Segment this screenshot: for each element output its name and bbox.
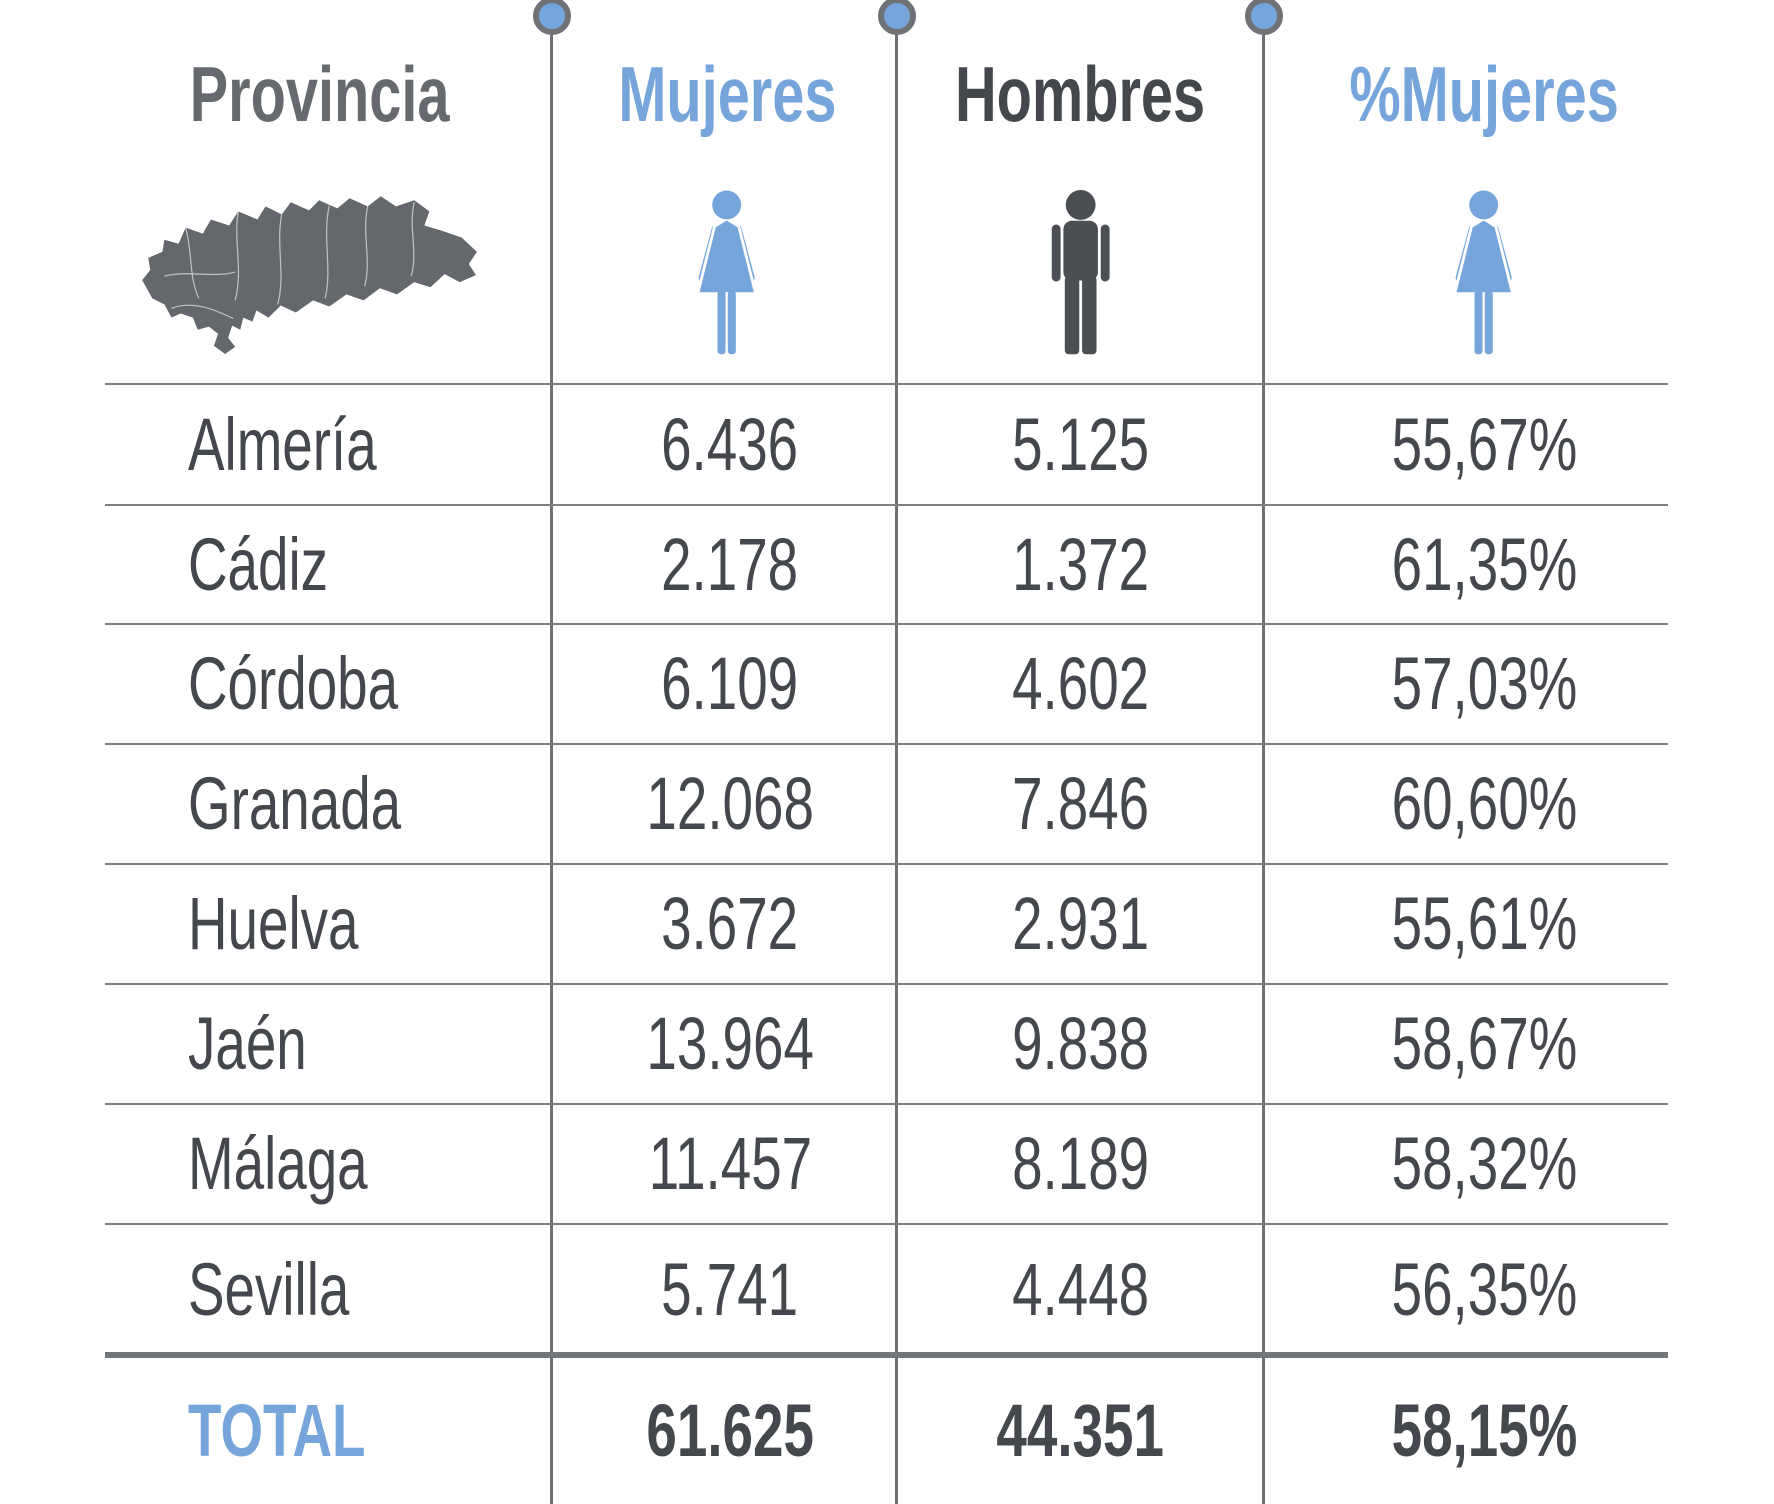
pct-mujeres-value: 55,61% bbox=[1391, 882, 1577, 965]
pct-mujeres-value: 58,32% bbox=[1391, 1122, 1577, 1205]
pct-mujeres-value: 57,03% bbox=[1391, 642, 1577, 725]
pct-mujeres-value: 55,67% bbox=[1391, 403, 1577, 486]
row-separator bbox=[105, 863, 1668, 865]
pct-mujeres-value: 61,35% bbox=[1391, 523, 1577, 606]
province-name: Jaén bbox=[188, 1002, 307, 1085]
row-separator bbox=[105, 1103, 1668, 1105]
woman-icon bbox=[552, 190, 902, 360]
mujeres-value: 13.964 bbox=[646, 1002, 814, 1085]
pct-mujeres-value: 56,35% bbox=[1391, 1248, 1577, 1331]
hombres-value: 7.846 bbox=[1011, 762, 1150, 845]
column-header-pct-mujeres: %Mujeres bbox=[1349, 50, 1619, 138]
total-label: TOTAL bbox=[188, 1389, 366, 1472]
province-name: Granada bbox=[188, 762, 402, 845]
mujeres-value: 3.672 bbox=[661, 882, 799, 965]
woman-icon bbox=[1264, 190, 1704, 360]
pct-mujeres-value: 58,67% bbox=[1391, 1002, 1577, 1085]
row-separator bbox=[105, 983, 1668, 985]
divider-pin-icon bbox=[878, 0, 916, 35]
column-divider bbox=[550, 16, 553, 1504]
mujeres-value: 6.436 bbox=[661, 403, 799, 486]
hombres-value: 9.838 bbox=[1011, 1002, 1150, 1085]
province-name: Sevilla bbox=[188, 1248, 350, 1331]
andalusia-map bbox=[128, 174, 484, 358]
mujeres-value: 2.178 bbox=[661, 523, 799, 606]
column-header-hombres: Hombres bbox=[955, 50, 1206, 138]
pct-mujeres-value: 60,60% bbox=[1391, 762, 1577, 845]
total-mujeres-value: 61.625 bbox=[646, 1389, 814, 1472]
total-hombres-value: 44.351 bbox=[996, 1389, 1165, 1472]
hombres-value: 5.125 bbox=[1011, 403, 1150, 486]
row-separator bbox=[105, 743, 1668, 745]
row-separator bbox=[105, 623, 1668, 625]
province-name: Málaga bbox=[188, 1122, 368, 1205]
hombres-value: 4.448 bbox=[1011, 1248, 1150, 1331]
divider-pin-icon bbox=[533, 0, 571, 35]
man-icon bbox=[897, 190, 1264, 360]
province-name: Córdoba bbox=[188, 642, 399, 725]
hombres-value: 2.931 bbox=[1011, 882, 1150, 965]
total-pct-mujeres-value: 58,15% bbox=[1391, 1389, 1577, 1472]
hombres-value: 4.602 bbox=[1011, 642, 1150, 725]
column-divider bbox=[1262, 16, 1265, 1504]
mujeres-value: 6.109 bbox=[661, 642, 799, 725]
mujeres-value: 5.741 bbox=[661, 1248, 799, 1331]
province-name: Almería bbox=[188, 403, 377, 486]
hombres-value: 1.372 bbox=[1011, 523, 1150, 606]
column-divider bbox=[895, 16, 898, 1504]
total-separator bbox=[105, 1352, 1668, 1358]
column-header-mujeres: Mujeres bbox=[617, 50, 837, 138]
province-name: Huelva bbox=[188, 882, 359, 965]
mujeres-value: 12.068 bbox=[646, 762, 814, 845]
column-header-provincia: Provincia bbox=[190, 50, 450, 138]
row-separator bbox=[105, 1223, 1668, 1225]
mujeres-value: 11.457 bbox=[648, 1122, 812, 1205]
province-name: Cádiz bbox=[188, 523, 329, 606]
divider-pin-icon bbox=[1245, 0, 1283, 35]
row-separator bbox=[105, 383, 1668, 385]
row-separator bbox=[105, 504, 1668, 506]
hombres-value: 8.189 bbox=[1011, 1122, 1150, 1205]
